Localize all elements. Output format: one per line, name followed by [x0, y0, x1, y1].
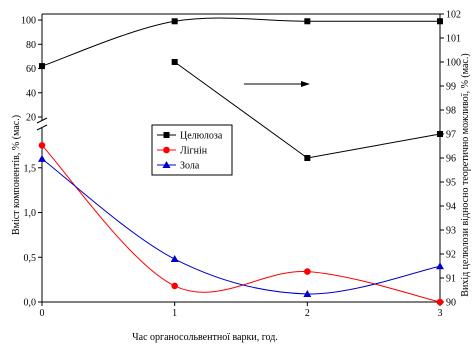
annotation-layer — [244, 81, 310, 87]
data-point — [38, 142, 46, 149]
y-right-tick-label: 100 — [446, 58, 461, 69]
arrow-head — [301, 81, 310, 87]
y-left-upper-tick-label: 60 — [26, 64, 36, 75]
y-right-tick-label: 96 — [446, 154, 456, 165]
y-right-tick-label: 95 — [446, 178, 456, 189]
y-axis-right-title: Вихід целюлози відносно теоретично можли… — [460, 53, 471, 296]
data-point — [171, 59, 178, 65]
data-point — [304, 155, 311, 161]
y-right-tick-label: 97 — [446, 130, 456, 141]
data-point — [436, 262, 444, 270]
x-tick-label: 2 — [305, 308, 310, 319]
series-0 — [39, 17, 443, 70]
legend-entry: Зола — [180, 161, 200, 172]
axis-break-mark — [36, 117, 48, 124]
series-line — [174, 61, 441, 159]
data-point — [38, 154, 46, 162]
y-right-tick-label: 99 — [446, 82, 456, 93]
data-point — [437, 18, 443, 25]
x-tick-label: 1 — [172, 308, 177, 319]
y-right-tick-label: 91 — [446, 274, 456, 285]
data-point — [171, 18, 178, 25]
series-2 — [38, 142, 444, 306]
legend-entry: Лігнін — [180, 146, 208, 157]
data-point — [170, 255, 179, 263]
legend-swatch-marker — [162, 161, 171, 168]
x-tick-label: 0 — [40, 308, 45, 319]
y-left-lower-tick-label: 1,5 — [24, 163, 37, 174]
x-tick-label: 3 — [438, 308, 443, 319]
axes: 0 1 2 3 20 40 60 80 100 0,0 0,5 1,0 1,5 90 91 92 93 94 95 9… — [21, 10, 461, 320]
y-right-tick-label: 92 — [446, 250, 456, 261]
x-axis-title: Час органосольвентної варки, год. — [132, 332, 278, 343]
data-point — [436, 298, 444, 306]
y-axis-left-title: Вміст компонентів, % (мас.) — [11, 115, 22, 235]
legend-swatch-marker — [163, 132, 170, 138]
series-line — [41, 158, 441, 295]
y-right-tick-label: 102 — [446, 10, 461, 21]
y-right-tick-label: 94 — [446, 202, 456, 213]
y-left-upper-tick-label: 100 — [21, 16, 36, 27]
data-point — [437, 131, 443, 137]
y-right-tick-label: 93 — [446, 226, 456, 237]
data-point — [304, 268, 311, 275]
y-left-lower-tick-label: 1,0 — [24, 208, 37, 219]
y-right-tick-label: 90 — [446, 298, 456, 309]
y-left-lower-tick-label: 0,5 — [24, 253, 37, 264]
annotation-arrow — [244, 81, 310, 87]
y-right-tick-label: 98 — [446, 106, 456, 117]
y-right-tick-label: 101 — [446, 34, 461, 45]
data-point — [171, 282, 178, 290]
y-left-upper-tick-label: 80 — [26, 40, 36, 51]
y-left-upper-tick-label: 40 — [26, 88, 36, 99]
data-point — [303, 289, 312, 297]
legend: Целюлоза Лігнін Зола — [151, 124, 233, 176]
series-layer — [38, 17, 444, 306]
data-point — [39, 63, 45, 70]
legend-entry: Целюлоза — [180, 131, 223, 142]
data-point — [304, 18, 311, 25]
series-line — [41, 145, 441, 303]
y-left-lower-tick-label: 0,0 — [24, 298, 37, 309]
y-left-upper-tick-label: 20 — [26, 113, 36, 124]
series-3 — [38, 154, 444, 297]
series-1 — [171, 59, 443, 161]
legend-swatch-marker — [163, 146, 170, 154]
series-line — [41, 17, 440, 67]
axis-break-mark — [36, 124, 48, 131]
